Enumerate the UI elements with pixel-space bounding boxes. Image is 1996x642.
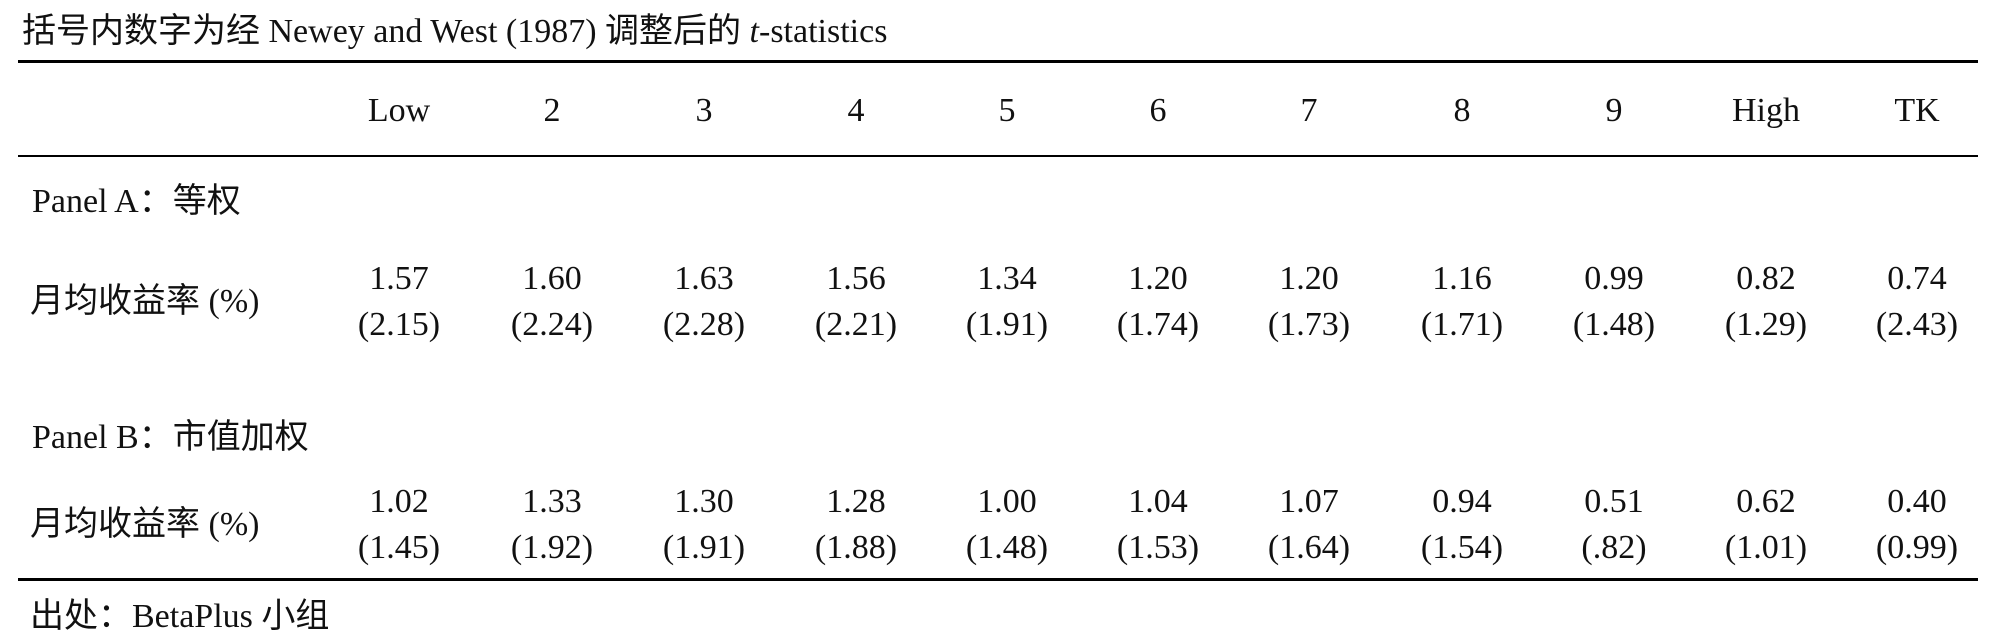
- row-label: 月均收益率 (%): [30, 506, 260, 543]
- cell-value: 1.30: [674, 483, 734, 520]
- cell-tstat: (1.48): [1572, 306, 1656, 343]
- cell-tstat: (1.29): [1724, 306, 1808, 343]
- cell-tstat: (1.01): [1724, 529, 1808, 566]
- cell-tstat: (1.64): [1267, 529, 1351, 566]
- panel-title: Panel A：等权: [32, 183, 241, 220]
- column-header: 6: [1149, 92, 1167, 129]
- column-header: TK: [1894, 92, 1940, 129]
- cell-value: 1.02: [369, 483, 429, 520]
- cell-tstat: (1.53): [1116, 529, 1200, 566]
- cell-value: 1.20: [1279, 260, 1339, 297]
- cell-value: 1.00: [977, 483, 1037, 520]
- cell-value: 0.82: [1736, 260, 1796, 297]
- cell-tstat: (1.71): [1420, 306, 1504, 343]
- cell-value: 0.74: [1887, 260, 1947, 297]
- cell-tstat: (1.88): [814, 529, 898, 566]
- header-rule: [18, 155, 1978, 157]
- column-header: 3: [695, 92, 713, 129]
- cell-value: 1.20: [1128, 260, 1188, 297]
- cell-tstat: (.82): [1581, 529, 1647, 566]
- cell-tstat: (1.73): [1267, 306, 1351, 343]
- column-header: 5: [998, 92, 1016, 129]
- note: 括号内数字为经 Newey and West (1987) 调整后的 t-sta…: [22, 15, 887, 49]
- cell-tstat: (1.74): [1116, 306, 1200, 343]
- column-header: 8: [1453, 92, 1471, 129]
- column-header: 7: [1300, 92, 1318, 129]
- top-rule: [18, 60, 1978, 63]
- cell-value: 1.34: [977, 260, 1037, 297]
- cell-value: 1.28: [826, 483, 886, 520]
- note-text: -statistics: [759, 13, 888, 50]
- cell-tstat: (1.54): [1420, 529, 1504, 566]
- cell-value: 0.99: [1584, 260, 1644, 297]
- note-text: 括号内数字为经 Newey and West (1987) 调整后的: [22, 13, 750, 50]
- note-italic: t: [749, 13, 759, 50]
- cell-value: 0.40: [1887, 483, 1947, 520]
- cell-value: 1.07: [1279, 483, 1339, 520]
- cell-tstat: (1.92): [510, 529, 594, 566]
- source: 出处：BetaPlus 小组: [30, 598, 330, 635]
- cell-tstat: (2.24): [510, 306, 594, 343]
- cell-tstat: (1.91): [965, 306, 1049, 343]
- column-header: High: [1732, 92, 1800, 129]
- column-header: Low: [367, 92, 431, 129]
- cell-value: 1.16: [1432, 260, 1492, 297]
- cell-tstat: (1.45): [357, 529, 441, 566]
- cell-tstat: (0.99): [1875, 529, 1959, 566]
- panel-title: Panel B：市值加权: [32, 419, 309, 456]
- cell-tstat: (2.28): [662, 306, 746, 343]
- cell-value: 1.56: [826, 260, 886, 297]
- cell-value: 1.60: [522, 260, 582, 297]
- cell-tstat: (1.91): [662, 529, 746, 566]
- column-header: 2: [543, 92, 561, 129]
- bottom-rule: [18, 578, 1978, 581]
- row-label: 月均收益率 (%): [30, 283, 260, 320]
- cell-value: 1.33: [522, 483, 582, 520]
- column-header: 4: [847, 92, 865, 129]
- cell-value: 1.04: [1128, 483, 1188, 520]
- cell-value: 0.94: [1432, 483, 1492, 520]
- cell-tstat: (2.21): [814, 306, 898, 343]
- cell-tstat: (1.48): [965, 529, 1049, 566]
- cell-value: 0.62: [1736, 483, 1796, 520]
- cell-value: 1.57: [369, 260, 429, 297]
- cell-tstat: (2.15): [357, 306, 441, 343]
- cell-value: 0.51: [1584, 483, 1644, 520]
- cell-tstat: (2.43): [1875, 306, 1959, 343]
- cell-value: 1.63: [674, 260, 734, 297]
- column-header: 9: [1605, 92, 1623, 129]
